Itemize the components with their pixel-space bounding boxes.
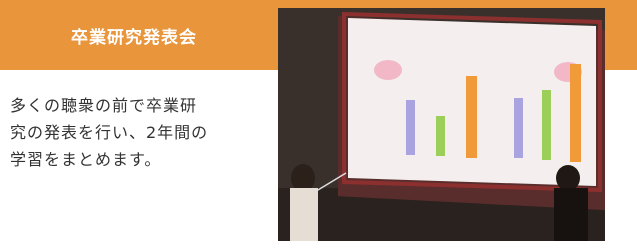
section-title: 卒業研究発表会	[0, 0, 268, 70]
page: {"header": {"title": "卒業研究発表会"}, "body":…	[0, 0, 637, 248]
description: 多くの聴衆の前で卒業研 究の発表を行い、2年間の 学習をまとめます。	[10, 92, 270, 173]
text-line: 究の発表を行い、2年間の	[10, 119, 270, 146]
text-line: 学習をまとめます。	[10, 146, 270, 173]
text-line: 多くの聴衆の前で卒業研	[10, 92, 270, 119]
photo	[278, 8, 605, 241]
